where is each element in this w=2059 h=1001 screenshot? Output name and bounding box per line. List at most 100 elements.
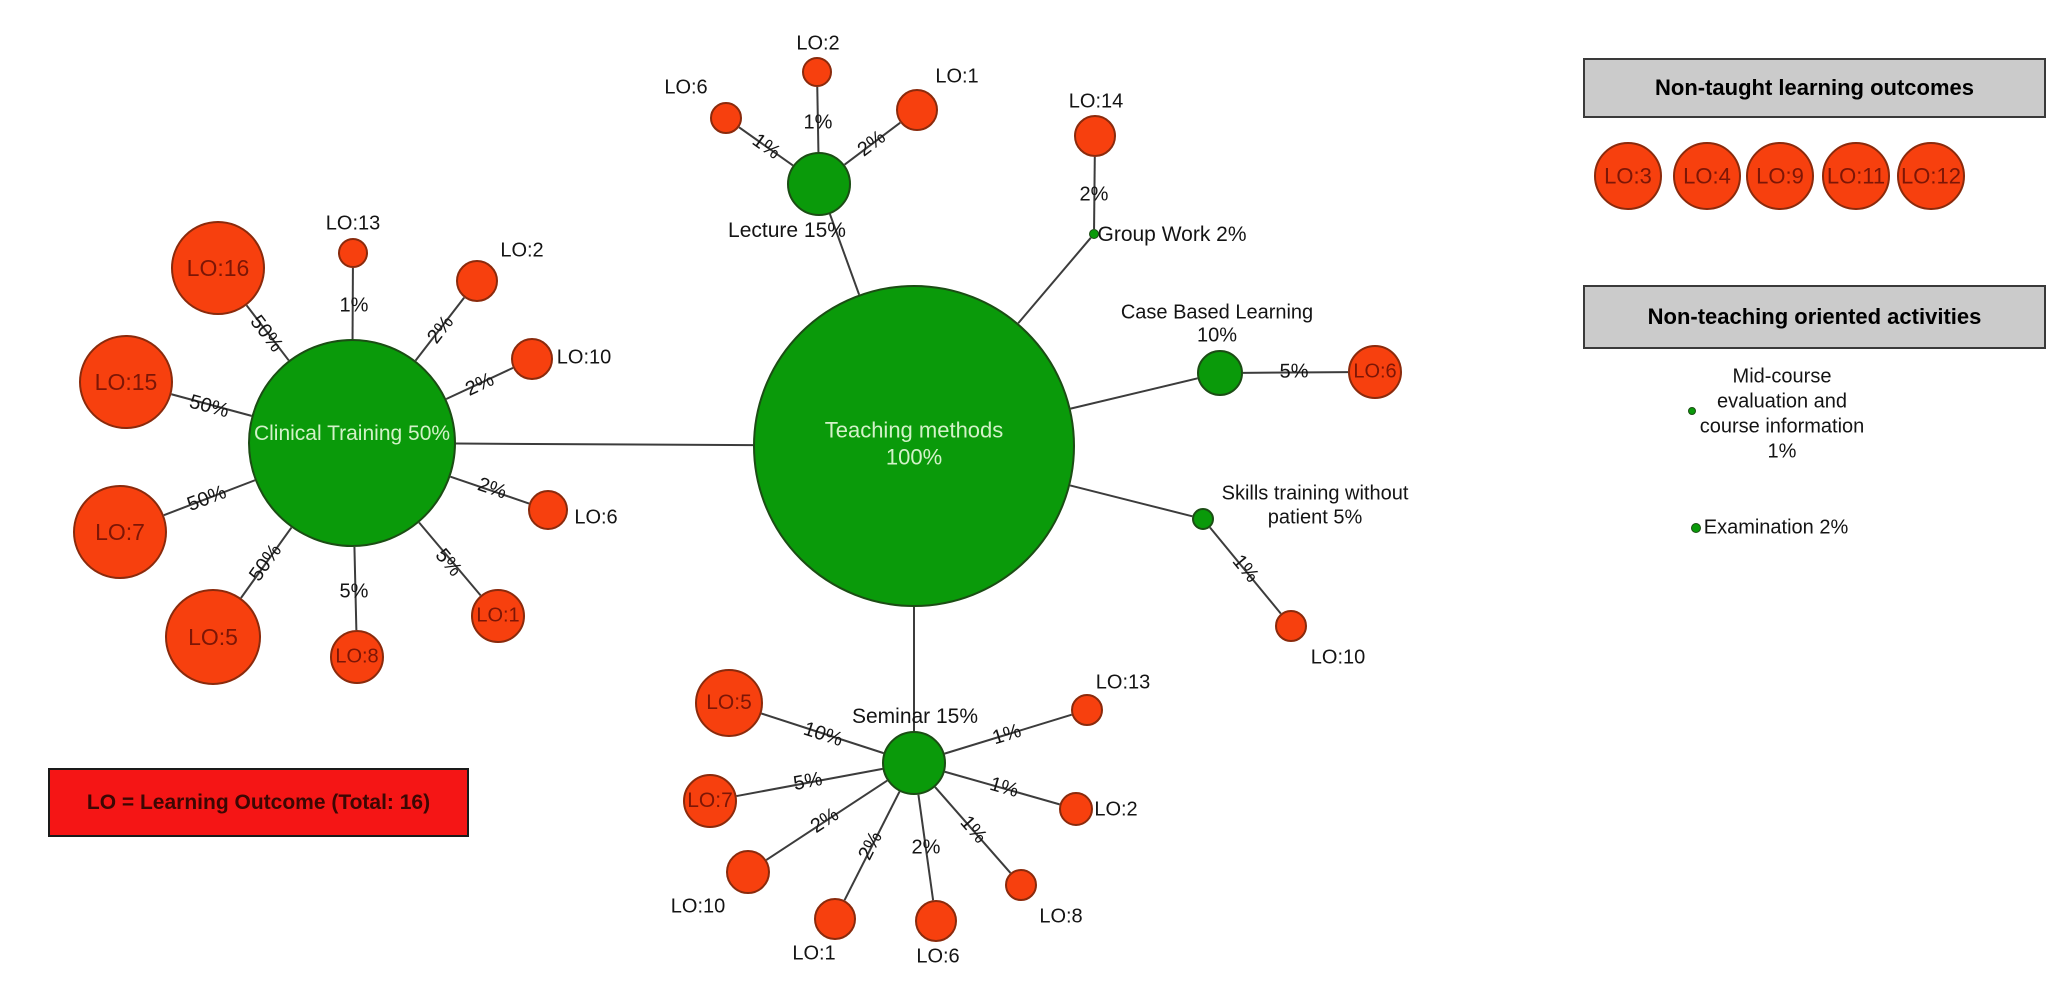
node-g_lo14 [1074, 115, 1116, 157]
learning-outcome-legend-note: LO = Learning Outcome (Total: 16) [48, 768, 469, 837]
node-label-p_lo9: LO:9 [1756, 163, 1804, 189]
node-label-cb_lo6: LO:6 [1353, 360, 1397, 383]
edge-clinical-c_lo15 [171, 393, 252, 417]
node-se_lo5 [695, 669, 763, 737]
node-label-c_lo1: LO:1 [476, 604, 520, 627]
edge-clinical-c_lo8 [353, 546, 358, 631]
node-p_lo11 [1822, 142, 1890, 210]
edge-clinical-c_lo16 [245, 304, 290, 362]
node-p_lo12 [1897, 142, 1965, 210]
node-label-c_lo16: LO:16 [186, 254, 250, 281]
node-p_lo9 [1746, 142, 1814, 210]
node-se_lo8 [1005, 869, 1037, 901]
node-label-c_lo5: LO:5 [188, 623, 238, 650]
edge-clinical-c_lo1 [418, 521, 482, 597]
edge-clinical-c_lo2 [414, 297, 465, 362]
skills-training-label-0: Skills training without [1221, 482, 1409, 505]
node-label-se_lo1: LO:1 [792, 942, 836, 965]
node-c_lo13 [338, 238, 368, 268]
edge-seminar-se_lo13 [944, 713, 1072, 755]
edge-lecture-l_lo1 [843, 121, 901, 166]
node-label-se_lo6: LO:6 [916, 945, 960, 968]
node-s_lo10 [1275, 610, 1307, 642]
node-se_lo6 [915, 900, 957, 942]
node-mid_dot [1688, 407, 1696, 415]
node-label-se_lo7: LO:7 [687, 788, 733, 812]
node-se_lo10 [726, 850, 770, 894]
edge-clinical-c_lo6 [450, 475, 530, 505]
node-label-teaching-1: 100% [885, 444, 943, 470]
edge-lecture-l_lo6 [738, 126, 794, 167]
skills-training-label-1: patient 5% [1267, 506, 1363, 529]
node-l_lo1 [896, 89, 938, 131]
node-clinical [248, 339, 456, 547]
edge-pct-seminar-se_lo6: 2% [911, 836, 941, 859]
node-se_lo7 [683, 774, 737, 828]
node-c_lo15 [79, 335, 173, 429]
node-c_lo10 [511, 338, 553, 380]
mid-course-label-2: course information [1699, 415, 1865, 438]
edge-pct-clinical-c_lo8: 5% [339, 580, 369, 603]
case-based-learning-label-0: Case Based Learning [1120, 301, 1314, 324]
node-p_lo3 [1594, 142, 1662, 210]
non-teaching-activities-header: Non-teaching oriented activities [1583, 285, 2046, 349]
edge-clinical-c_lo10 [445, 366, 514, 400]
node-label-p_lo4: LO:4 [1683, 163, 1731, 189]
edge-seminar-se_lo10 [765, 779, 888, 861]
node-label-c_lo13: LO:13 [325, 212, 381, 235]
edge-pct-cbl-cb_lo6: 5% [1279, 360, 1309, 383]
edge-groupwork-g_lo14 [1093, 156, 1096, 230]
node-label-c_lo10: LO:10 [556, 346, 612, 369]
edge-seminar-se_lo7 [736, 767, 883, 798]
edge-skills-s_lo10 [1209, 526, 1282, 615]
node-c_lo8 [330, 630, 384, 684]
edge-pct-groupwork-g_lo14: 2% [1079, 183, 1109, 206]
edge-cbl-cb_lo6 [1242, 371, 1349, 374]
node-se_lo13 [1071, 694, 1103, 726]
edge-seminar-se_lo8 [934, 786, 1012, 874]
node-teaching [753, 285, 1075, 607]
edge-clinical-c_lo5 [240, 526, 293, 599]
node-p_lo4 [1673, 142, 1741, 210]
node-c_lo1 [471, 589, 525, 643]
non-taught-outcomes-header: Non-taught learning outcomes [1583, 58, 2046, 118]
node-c_lo7 [73, 485, 167, 579]
node-label-c_lo7: LO:7 [95, 518, 145, 545]
node-label-c_lo15: LO:15 [94, 368, 158, 395]
edge-pct-clinical-c_lo13: 1% [339, 294, 369, 317]
node-se_lo1 [814, 898, 856, 940]
edge-teaching-skills [1069, 484, 1193, 518]
node-cbl [1197, 350, 1243, 396]
edge-teaching-lecture [828, 213, 861, 295]
edge-seminar-se_lo6 [917, 794, 935, 901]
edge-seminar-se_lo1 [843, 791, 901, 901]
node-label-l_lo6: LO:6 [664, 76, 708, 99]
node-exam_dot [1691, 523, 1701, 533]
node-label-c_lo8: LO:8 [335, 645, 379, 668]
edge-seminar-se_lo2 [944, 770, 1060, 806]
group-work-label: Group Work 2% [1097, 222, 1247, 246]
node-label-s_lo10: LO:10 [1310, 646, 1366, 669]
node-c_lo5 [165, 589, 261, 685]
case-based-learning-label-1: 10% [1196, 324, 1238, 347]
mid-course-label-0: Mid-course [1732, 365, 1832, 388]
examination-label: Examination 2% [1703, 516, 1849, 539]
edge-lecture-l_lo2 [816, 86, 820, 153]
node-label-p_lo3: LO:3 [1604, 163, 1652, 189]
node-label-se_lo13: LO:13 [1095, 671, 1151, 694]
node-label-se_lo10: LO:10 [670, 895, 726, 918]
edge-teaching-groupwork [1017, 237, 1092, 324]
mid-course-label-1: evaluation and [1716, 390, 1848, 413]
node-lecture [787, 152, 851, 216]
node-cb_lo6 [1348, 345, 1402, 399]
node-l_lo2 [802, 57, 832, 87]
node-label-p_lo11: LO:11 [1826, 163, 1886, 189]
node-label-g_lo14: LO:14 [1068, 90, 1124, 113]
node-label-c_lo6: LO:6 [574, 506, 618, 529]
edge-teaching-cbl [1070, 377, 1198, 410]
node-label-c_lo2: LO:2 [500, 239, 544, 262]
node-label-se_lo8: LO:8 [1039, 905, 1083, 928]
lecture-label: Lecture 15% [728, 218, 846, 242]
